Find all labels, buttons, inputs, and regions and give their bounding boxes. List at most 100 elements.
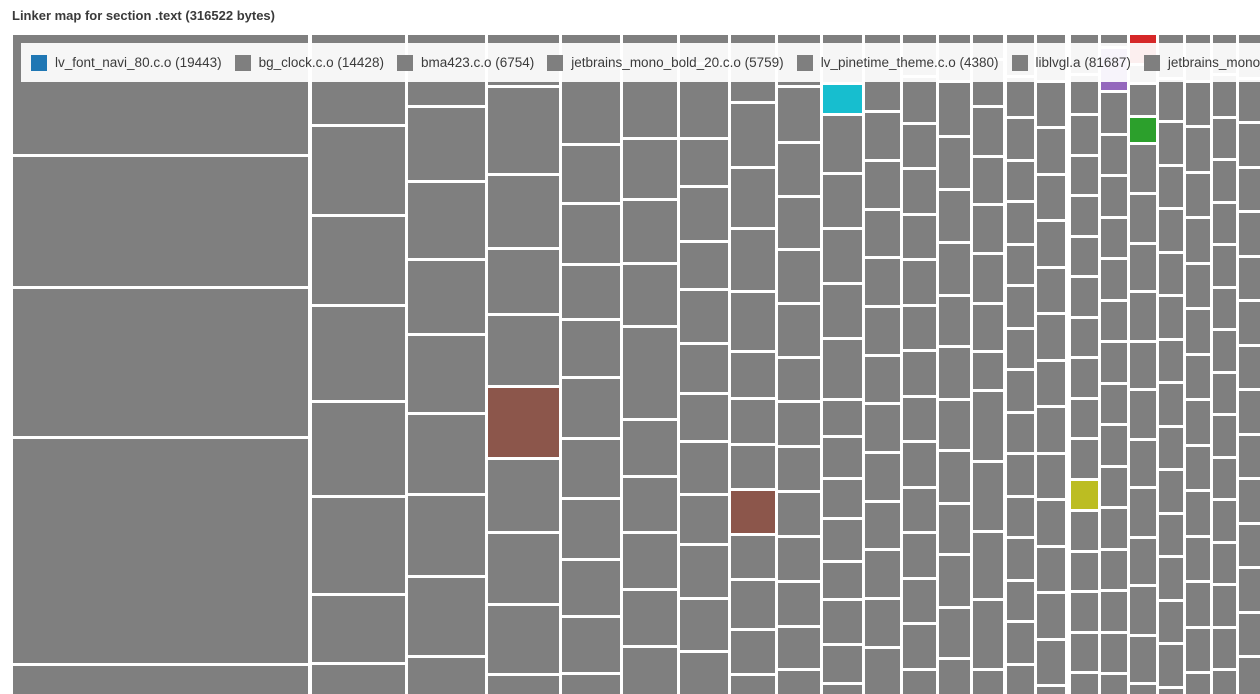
treemap-block[interactable]: [1101, 260, 1127, 299]
treemap-block[interactable]: [1213, 331, 1236, 371]
treemap-block[interactable]: [1213, 501, 1236, 541]
treemap-block[interactable]: [973, 671, 1003, 694]
treemap-block[interactable]: [1159, 297, 1183, 338]
treemap-block[interactable]: [623, 265, 677, 325]
treemap-block[interactable]: [1071, 157, 1098, 194]
treemap-block[interactable]: [778, 583, 820, 625]
treemap-block[interactable]: [1007, 498, 1034, 536]
treemap-block[interactable]: [823, 401, 862, 435]
treemap-block[interactable]: [1186, 583, 1210, 626]
treemap-block[interactable]: [778, 88, 820, 141]
treemap-block[interactable]: [778, 359, 820, 400]
treemap-block[interactable]: [562, 675, 620, 694]
treemap-block[interactable]: [408, 658, 485, 694]
treemap-block[interactable]: [1130, 391, 1156, 438]
treemap-block[interactable]: [973, 305, 1003, 350]
treemap-block[interactable]: [1239, 436, 1260, 477]
treemap-block[interactable]: [973, 158, 1003, 203]
treemap-block[interactable]: [1159, 341, 1183, 381]
treemap-block[interactable]: [1213, 289, 1236, 328]
treemap-block[interactable]: [1186, 265, 1210, 307]
treemap-block[interactable]: [1007, 582, 1034, 620]
treemap-block[interactable]: [1071, 197, 1098, 235]
treemap-block[interactable]: [1071, 116, 1098, 154]
treemap-block[interactable]: [1101, 675, 1127, 694]
treemap-block[interactable]: [680, 243, 728, 288]
treemap-block[interactable]: [823, 601, 862, 643]
treemap-block[interactable]: [1186, 128, 1210, 171]
treemap-block[interactable]: [1186, 310, 1210, 353]
treemap-block[interactable]: [562, 321, 620, 376]
treemap-block[interactable]: [408, 108, 485, 180]
treemap-block[interactable]: [1101, 136, 1127, 174]
treemap-block[interactable]: [1186, 174, 1210, 216]
treemap-block[interactable]: [973, 255, 1003, 302]
treemap-block[interactable]: [973, 353, 1003, 389]
treemap-block[interactable]: [1071, 481, 1098, 509]
treemap-block[interactable]: [903, 352, 936, 395]
treemap-block[interactable]: [1007, 78, 1034, 116]
treemap-block[interactable]: [680, 600, 728, 650]
treemap-block[interactable]: [939, 505, 970, 553]
treemap-block[interactable]: [562, 561, 620, 615]
treemap-block[interactable]: [408, 183, 485, 258]
treemap-block[interactable]: [13, 439, 308, 663]
treemap-block[interactable]: [1159, 80, 1183, 120]
treemap-block[interactable]: [823, 230, 862, 282]
treemap-block[interactable]: [623, 328, 677, 418]
treemap-block[interactable]: [903, 534, 936, 577]
treemap-block[interactable]: [623, 478, 677, 531]
treemap-block[interactable]: [1239, 124, 1260, 166]
treemap-block[interactable]: [562, 440, 620, 497]
treemap-block[interactable]: [1101, 177, 1127, 216]
treemap-block[interactable]: [1007, 162, 1034, 200]
treemap-block[interactable]: [903, 261, 936, 304]
treemap-block[interactable]: [1213, 374, 1236, 413]
treemap-block[interactable]: [1007, 455, 1034, 495]
treemap-block[interactable]: [939, 556, 970, 606]
treemap-block[interactable]: [1071, 440, 1098, 478]
treemap-block[interactable]: [1213, 119, 1236, 158]
treemap-block[interactable]: [1101, 509, 1127, 548]
treemap-block[interactable]: [680, 188, 728, 240]
treemap-block[interactable]: [1159, 689, 1183, 694]
treemap-block[interactable]: [939, 401, 970, 449]
treemap-block[interactable]: [312, 596, 405, 662]
treemap-block[interactable]: [1037, 641, 1065, 684]
treemap-block[interactable]: [1007, 119, 1034, 159]
treemap-block[interactable]: [1130, 118, 1156, 142]
treemap-block[interactable]: [408, 415, 485, 493]
treemap-block[interactable]: [731, 230, 775, 290]
treemap-block[interactable]: [488, 606, 559, 673]
treemap-block[interactable]: [1159, 254, 1183, 294]
treemap-block[interactable]: [1213, 459, 1236, 498]
treemap-block[interactable]: [1037, 222, 1065, 266]
treemap-block[interactable]: [1239, 80, 1260, 121]
treemap-block[interactable]: [1239, 658, 1260, 694]
treemap-block[interactable]: [1007, 330, 1034, 368]
treemap-block[interactable]: [1159, 123, 1183, 164]
treemap-block[interactable]: [1239, 391, 1260, 433]
treemap-block[interactable]: [1213, 246, 1236, 286]
treemap-block[interactable]: [1239, 302, 1260, 344]
treemap-block[interactable]: [1186, 447, 1210, 489]
treemap-block[interactable]: [939, 191, 970, 241]
treemap-block[interactable]: [973, 108, 1003, 155]
treemap-block[interactable]: [680, 653, 728, 694]
treemap-block[interactable]: [939, 609, 970, 657]
treemap-block[interactable]: [680, 345, 728, 392]
treemap-block[interactable]: [1213, 671, 1236, 694]
treemap-block[interactable]: [680, 546, 728, 597]
treemap-block[interactable]: [680, 140, 728, 185]
treemap-block[interactable]: [1213, 629, 1236, 668]
treemap-block[interactable]: [731, 581, 775, 628]
treemap-block[interactable]: [1101, 35, 1127, 46]
treemap-block[interactable]: [865, 503, 900, 548]
treemap-block[interactable]: [823, 563, 862, 598]
treemap-block[interactable]: [1071, 359, 1098, 397]
treemap-block[interactable]: [1239, 614, 1260, 655]
treemap-block[interactable]: [1037, 408, 1065, 452]
treemap-block[interactable]: [562, 500, 620, 558]
treemap-block[interactable]: [623, 591, 677, 645]
treemap-block[interactable]: [312, 665, 405, 694]
